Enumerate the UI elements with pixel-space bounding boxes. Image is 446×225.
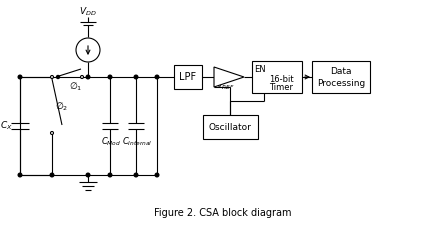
Text: EN: EN [254, 65, 266, 74]
Circle shape [50, 173, 54, 177]
Circle shape [108, 173, 112, 177]
Text: Processing: Processing [317, 79, 365, 88]
Text: 16-bit: 16-bit [268, 74, 293, 83]
Text: LPF: LPF [179, 72, 197, 82]
Text: $C_X$: $C_X$ [0, 120, 12, 132]
Text: Timer: Timer [269, 83, 293, 92]
Text: $V_{REF}$: $V_{REF}$ [216, 80, 235, 92]
Bar [312, 61, 370, 93]
Bar [174, 65, 202, 89]
Circle shape [50, 76, 54, 79]
Circle shape [50, 131, 54, 135]
Text: Figure 2. CSA block diagram: Figure 2. CSA block diagram [154, 208, 292, 218]
Text: Data: Data [330, 68, 352, 76]
Text: $\varnothing_2$: $\varnothing_2$ [55, 101, 69, 113]
Text: $C_{Mod}$: $C_{Mod}$ [101, 136, 121, 148]
Text: Oscillator: Oscillator [209, 122, 252, 131]
Bar [202, 115, 257, 139]
Circle shape [134, 75, 138, 79]
Circle shape [155, 75, 159, 79]
Bar [252, 61, 302, 93]
Circle shape [155, 173, 159, 177]
Circle shape [18, 75, 22, 79]
Circle shape [134, 173, 138, 177]
Circle shape [80, 76, 83, 79]
Polygon shape [214, 67, 244, 87]
Circle shape [86, 173, 90, 177]
Circle shape [57, 76, 59, 79]
Circle shape [86, 75, 90, 79]
Text: $C_{Internal}$: $C_{Internal}$ [122, 136, 152, 148]
Text: $\varnothing_1$: $\varnothing_1$ [69, 81, 83, 93]
Circle shape [76, 38, 100, 62]
Text: $V_{DD}$: $V_{DD}$ [79, 6, 97, 18]
Circle shape [18, 173, 22, 177]
Circle shape [108, 75, 112, 79]
